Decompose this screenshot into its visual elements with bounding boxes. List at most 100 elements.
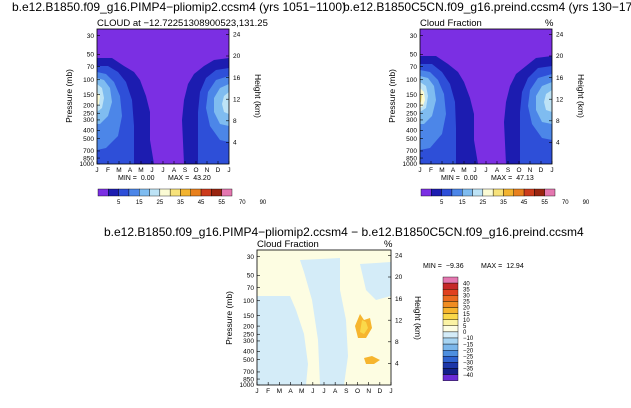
- colorbar-box: [442, 331, 459, 339]
- pressure-tick-label: 200: [243, 323, 254, 330]
- panel-3-contours: [257, 250, 391, 385]
- colorbar-box: [442, 319, 459, 327]
- month-tick-label: J: [389, 388, 392, 395]
- colorbar-box: [108, 188, 119, 197]
- height-tick-label: 20: [233, 53, 241, 60]
- panel-1: b.e12.B1850.f09_g16.PIMP4−pliomip2.ccsm4…: [12, 0, 346, 206]
- colorbar-label: 90: [260, 200, 267, 206]
- panel-1-title: b.e12.B1850.f09_g16.PIMP4−pliomip2.ccsm4…: [12, 0, 346, 14]
- colorbar-box: [221, 188, 233, 197]
- month-tick-label: F: [266, 388, 270, 395]
- colorbar-label: 25: [463, 300, 470, 306]
- colorbar-box: [118, 188, 130, 197]
- height-tick-label: 20: [556, 53, 564, 60]
- pressure-tick-label: 250: [406, 110, 417, 117]
- month-tick-label: J: [227, 167, 230, 174]
- colorbar-label: 70: [562, 200, 569, 206]
- panel-2-subtitle: Cloud Fraction: [420, 18, 482, 29]
- month-tick-label: A: [128, 167, 133, 174]
- month-tick-label: J: [484, 167, 487, 174]
- month-tick-label: A: [451, 167, 456, 174]
- pressure-tick-label: 500: [243, 357, 254, 364]
- colorbar-box: [180, 188, 191, 197]
- pressure-tick-label: 700: [243, 369, 254, 376]
- pressure-tick-label: 30: [410, 33, 418, 40]
- colorbar-box: [128, 188, 140, 197]
- pressure-tick-label: 70: [410, 64, 418, 71]
- height-tick-label: 24: [556, 32, 564, 39]
- colorbar-label: 55: [218, 200, 225, 206]
- colorbar-box: [513, 188, 525, 197]
- pressure-tick-label: 1000: [240, 382, 255, 389]
- month-tick-label: J: [473, 167, 476, 174]
- height-tick-label: 8: [395, 339, 399, 346]
- colorbar-label: 25: [157, 200, 164, 206]
- panel-3: b.e12.B1850.f09_g16.PIMP4−pliomip2.ccsm4…: [104, 225, 584, 395]
- height-tick-label: 20: [395, 274, 403, 281]
- month-tick-label: D: [377, 388, 382, 395]
- month-tick-label: M: [439, 167, 444, 174]
- colorbar-box: [442, 343, 459, 351]
- colorbar-box: [492, 188, 504, 197]
- panel-1-max: MAX = 43.20: [168, 175, 211, 182]
- month-tick-label: N: [366, 388, 371, 395]
- panel-1-contours: [97, 29, 229, 164]
- colorbar-box: [139, 188, 150, 197]
- colorbar-label: 35: [463, 287, 470, 293]
- pressure-tick-label: 70: [247, 285, 255, 292]
- pressure-tick-label: 700: [406, 148, 417, 155]
- colorbar-box: [431, 188, 442, 197]
- colorbar-box: [442, 362, 459, 369]
- colorbar-box: [441, 188, 453, 197]
- colorbar-box: [149, 188, 161, 197]
- colorbar-label: −10: [463, 336, 474, 342]
- month-tick-label: F: [429, 167, 433, 174]
- panel-1-colorbar: 5 15 25 35 45 55 70 90: [97, 188, 267, 206]
- month-tick-label: N: [205, 167, 210, 174]
- panel-3-min: MIN = −9.36: [423, 263, 464, 270]
- colorbar-label: −40: [463, 373, 474, 379]
- colorbar-label: 15: [463, 312, 470, 318]
- month-tick-label: M: [116, 167, 121, 174]
- colorbar-box: [442, 295, 459, 302]
- pressure-tick-label: 100: [243, 298, 254, 305]
- colorbar-box: [442, 307, 459, 314]
- colorbar-label: 5: [463, 324, 467, 330]
- colorbar-label: −25: [463, 355, 474, 361]
- month-tick-label: J: [95, 167, 98, 174]
- colorbar-label: 90: [583, 200, 590, 206]
- panel-3-ylabel: Pressure (mb): [224, 291, 234, 345]
- pressure-tick-label: 850: [83, 155, 94, 162]
- month-tick-label: M: [138, 167, 143, 174]
- month-tick-label: J: [255, 388, 258, 395]
- panel-2-height-ticks: 4 8 12 16 20 24: [549, 32, 564, 147]
- colorbar-box: [442, 325, 459, 333]
- height-tick-label: 12: [233, 96, 241, 103]
- pressure-tick-label: 30: [247, 254, 255, 261]
- colorbar-label: 35: [177, 200, 184, 206]
- colorbar-box: [462, 188, 473, 197]
- colorbar-box: [451, 188, 463, 197]
- height-tick-label: 4: [556, 140, 560, 147]
- colorbar-label: 10: [463, 318, 470, 324]
- month-tick-label: J: [161, 167, 164, 174]
- panel-3-title: b.e12.B1850.f09_g16.PIMP4−pliomip2.ccsm4…: [104, 225, 584, 239]
- height-tick-label: 16: [395, 296, 403, 303]
- height-tick-label: 12: [395, 317, 403, 324]
- colorbar-box: [472, 188, 484, 197]
- pressure-tick-label: 200: [83, 102, 94, 109]
- colorbar-box: [169, 188, 181, 197]
- colorbar-box: [482, 188, 494, 197]
- colorbar-box: [442, 301, 459, 308]
- panel-2-title: b.e12.B1850C5CN.f09_g16.preind.ccsm4 (yr…: [343, 0, 631, 14]
- month-tick-label: A: [172, 167, 177, 174]
- panel-2-units: %: [545, 18, 554, 29]
- colorbar-box: [97, 188, 109, 197]
- colorbar-box: [211, 188, 222, 197]
- height-tick-label: 24: [395, 253, 403, 260]
- colorbar-label: 15: [459, 200, 466, 206]
